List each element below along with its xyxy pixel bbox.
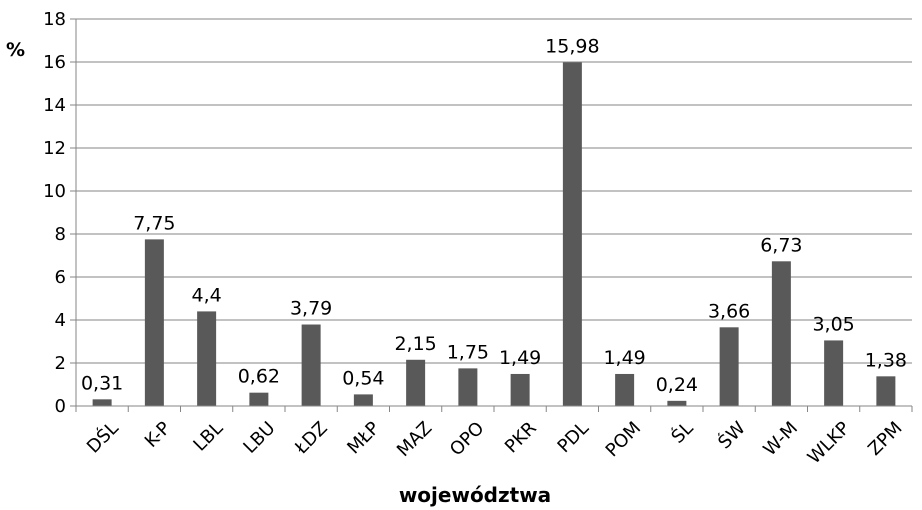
y-tick-label: 8 [55,224,66,245]
x-axis-title: województwa [399,483,551,507]
x-tick-label: PDL [554,418,593,457]
data-label: 1,75 [447,341,489,363]
x-tick-label: OPO [446,418,489,461]
bar [144,239,164,406]
x-tick-label: W-M [759,418,801,460]
data-label: 7,75 [133,212,175,234]
x-tick-label: LBU [239,418,279,458]
y-tick-label: 10 [43,181,66,202]
bars [92,62,896,407]
data-label: 1,49 [603,347,645,369]
y-tick-label: 2 [55,353,66,374]
data-label: 3,66 [708,300,750,322]
data-label: 3,05 [812,313,854,335]
bar [458,368,478,406]
y-axis-unit-label: % [6,39,25,61]
y-tick-label: 18 [43,9,66,30]
x-tick-label: PKR [501,418,541,458]
y-tick-label: 6 [55,267,66,288]
bar [615,373,635,406]
x-tick-label: K-P [141,418,175,452]
data-labels: 0,31 7,75 4,4 0,62 3,79 0,54 2,15 1,75 1,49 15,98… [81,35,907,395]
y-tick-label: 14 [43,95,66,116]
x-tick-label: ŚW [713,417,749,453]
data-label: 0,54 [342,367,384,389]
data-label: 0,62 [238,366,280,388]
bar [824,340,844,406]
data-label: 4,4 [192,284,222,306]
bar [562,62,582,407]
x-tick-label: POM [602,418,646,462]
data-label: 6,73 [760,234,802,256]
data-label: 1,38 [865,349,907,371]
bar [353,394,373,406]
x-tick-label: ŁDZ [290,418,331,459]
bar [92,399,112,406]
x-tick-label: MŁP [343,418,384,459]
x-tick-label: ZPM [864,418,906,460]
axes [70,18,913,412]
bar [406,359,426,406]
bar [197,311,217,406]
x-tick-labels: DŚL K-P LBL LBU ŁDZ MŁP MAZ OPO PKR PDL POM ŚL ŚW W-M… [82,417,906,468]
y-tick-label: 16 [43,52,66,73]
data-label: 2,15 [394,333,436,355]
data-label: 0,31 [81,372,123,394]
bar [301,324,321,406]
y-tick-label: 0 [55,396,66,417]
data-label: 1,49 [499,347,541,369]
bar [667,400,687,406]
data-label: 0,24 [656,374,698,396]
bar [249,392,269,406]
x-tick-label: MAZ [393,418,436,461]
x-tick-label: DŚL [82,417,123,458]
x-tick-label: LBL [189,418,227,456]
bar [719,327,739,406]
bar [771,261,791,406]
y-tick-label: 4 [55,310,66,331]
bar [510,373,530,406]
data-label: 3,79 [290,298,332,320]
bar [876,376,896,406]
y-tick-label: 12 [43,138,66,159]
y-tick-labels: 0 2 4 6 8 10 12 14 16 18 [43,9,66,417]
x-tick-label: WLKP [804,418,855,469]
x-tick-label: ŚL [667,417,698,448]
data-label: 15,98 [545,35,599,57]
